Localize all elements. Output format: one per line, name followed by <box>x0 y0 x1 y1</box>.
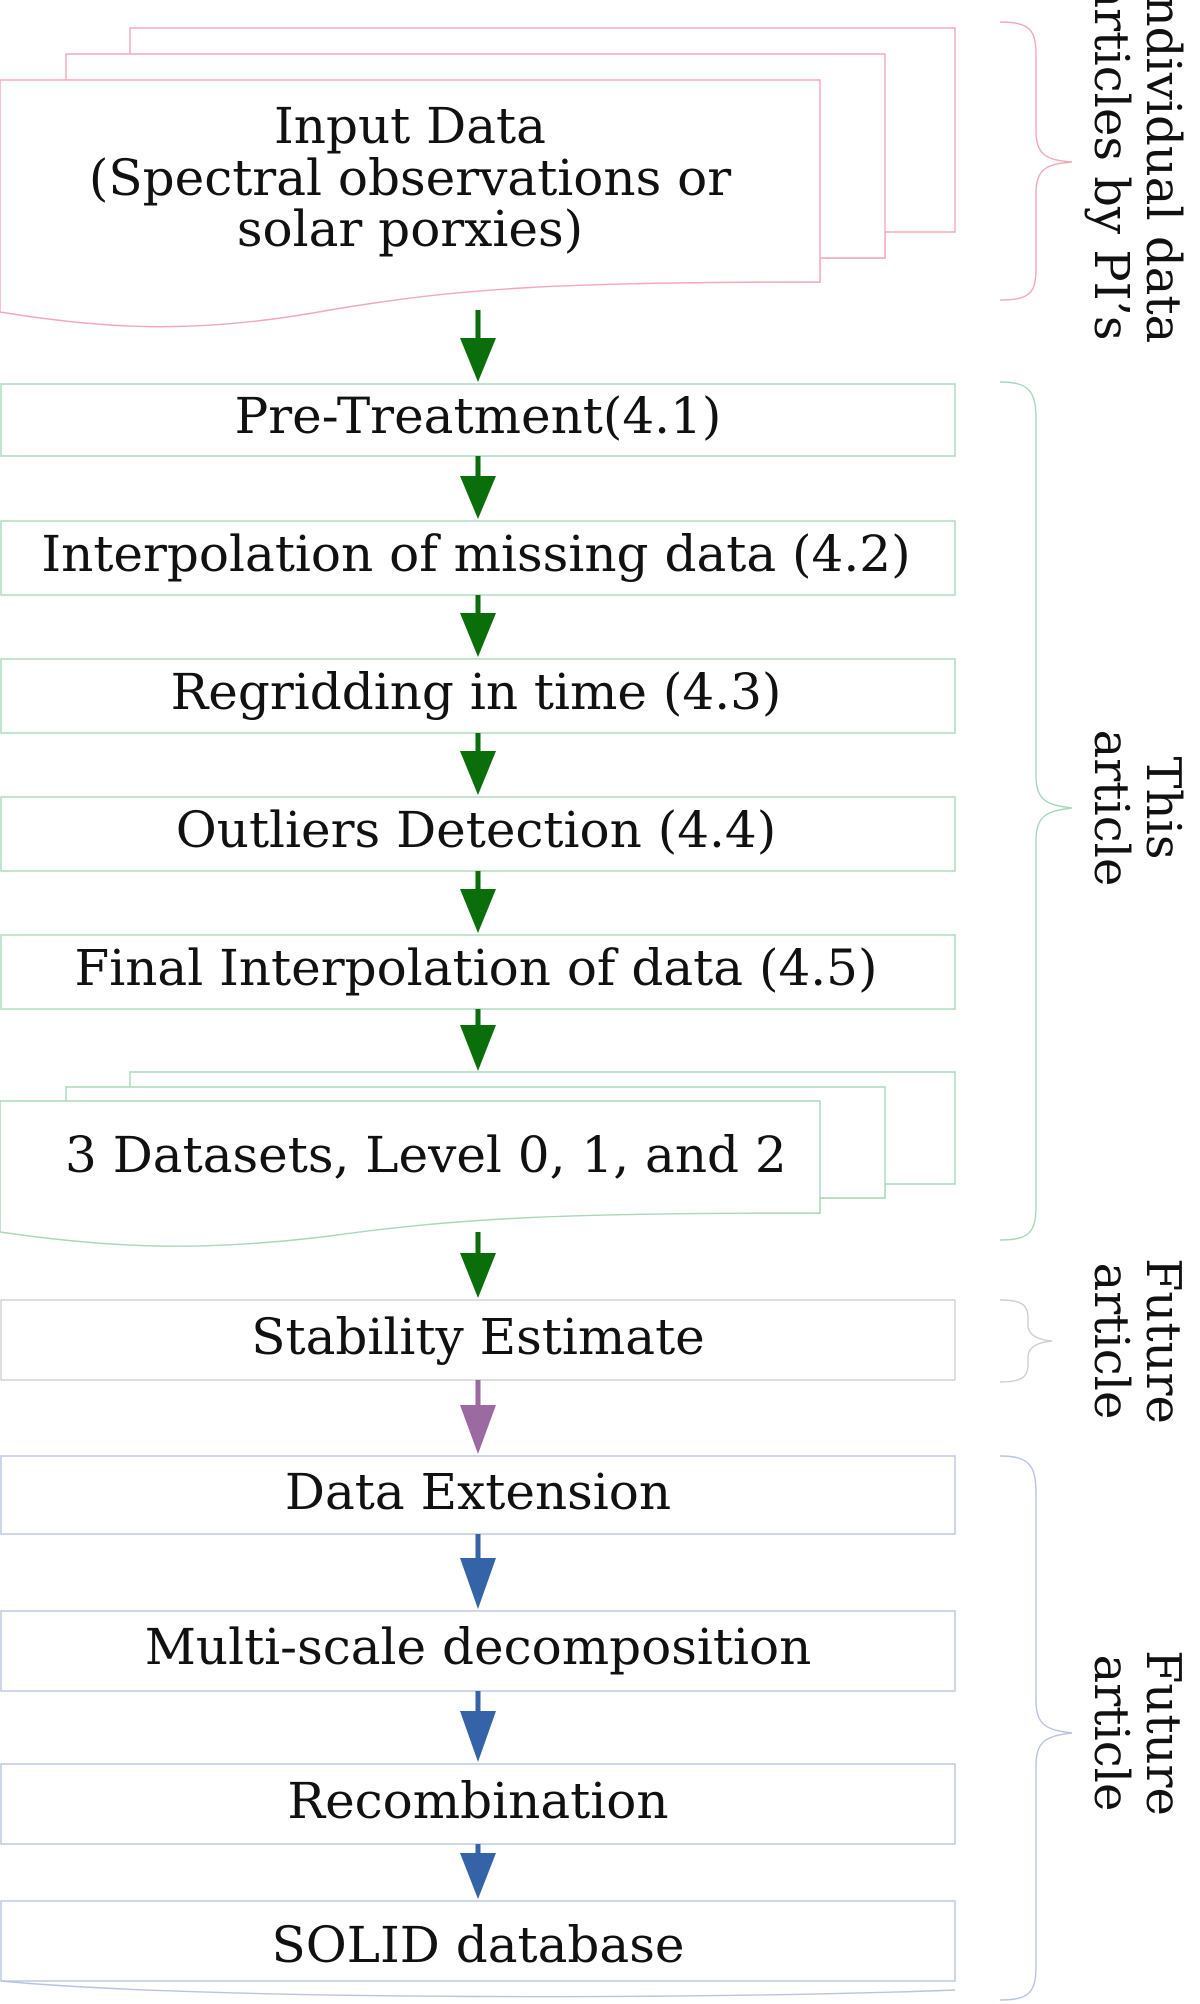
outliers-box <box>0 796 956 872</box>
solid-box-bottom-edge <box>0 1980 956 1998</box>
interpolation-label: Interpolation of missing data (4.2) <box>41 525 910 583</box>
brace-future-1 <box>999 1299 1053 1383</box>
recombination-label: Recombination <box>287 1772 668 1830</box>
pretreatment-box <box>0 383 956 457</box>
purple-arrow <box>460 1380 496 1454</box>
final-interpolation-box <box>0 934 956 1010</box>
side-label-future2-line-2: article <box>1083 1655 1139 1812</box>
input-data-line-3: solar porxies) <box>237 200 583 258</box>
stability-box <box>0 1299 956 1381</box>
final-interpolation-label: Final Interpolation of data (4.5) <box>75 939 878 997</box>
input-data-line-1: Input Data <box>274 97 546 155</box>
side-label-individual-line-2: articles by PI’s <box>1083 0 1139 340</box>
brace-this-article <box>999 381 1073 1241</box>
outliers-label: Outliers Detection (4.4) <box>176 801 777 859</box>
interpolation-box <box>0 520 956 596</box>
extension-box <box>0 1455 956 1535</box>
extension-label: Data Extension <box>285 1463 671 1521</box>
datasets-label: 3 Datasets, Level 0, 1, and 2 <box>65 1126 787 1184</box>
brace-future-2 <box>999 1455 1073 2001</box>
side-label-future2-line-1: Future <box>1135 1650 1191 1816</box>
solid-label: SOLID database <box>272 1916 685 1974</box>
recombination-box <box>0 1763 956 1845</box>
regridding-box <box>0 658 956 734</box>
input-data-line-2: (Spectral observations or <box>89 149 731 207</box>
multiscale-label: Multi-scale decomposition <box>145 1618 812 1676</box>
stability-label: Stability Estimate <box>251 1308 705 1366</box>
side-label-future-2: Future article <box>1083 1650 1191 1816</box>
side-label-this-line-1: This <box>1135 757 1191 860</box>
side-label-this-line-2: article <box>1083 730 1139 887</box>
solid-box <box>0 1900 956 1982</box>
datasets-document-stack <box>0 1071 956 1247</box>
side-label-individual: Individual data articles by PI’s <box>1083 0 1191 343</box>
side-label-future-1: Future article <box>1083 1258 1191 1424</box>
regridding-label: Regridding in time (4.3) <box>171 663 782 721</box>
blue-arrows <box>460 1534 496 1899</box>
green-arrows <box>460 310 496 1298</box>
input-data-document-stack <box>0 27 956 328</box>
side-label-individual-line-1: Individual data <box>1135 0 1191 343</box>
side-label-future1-line-2: article <box>1083 1263 1139 1420</box>
side-label-future1-line-1: Future <box>1135 1258 1191 1424</box>
pretreatment-label: Pre-Treatment(4.1) <box>235 387 722 445</box>
brace-individual <box>999 21 1073 301</box>
side-label-this-article: This article <box>1083 730 1191 887</box>
